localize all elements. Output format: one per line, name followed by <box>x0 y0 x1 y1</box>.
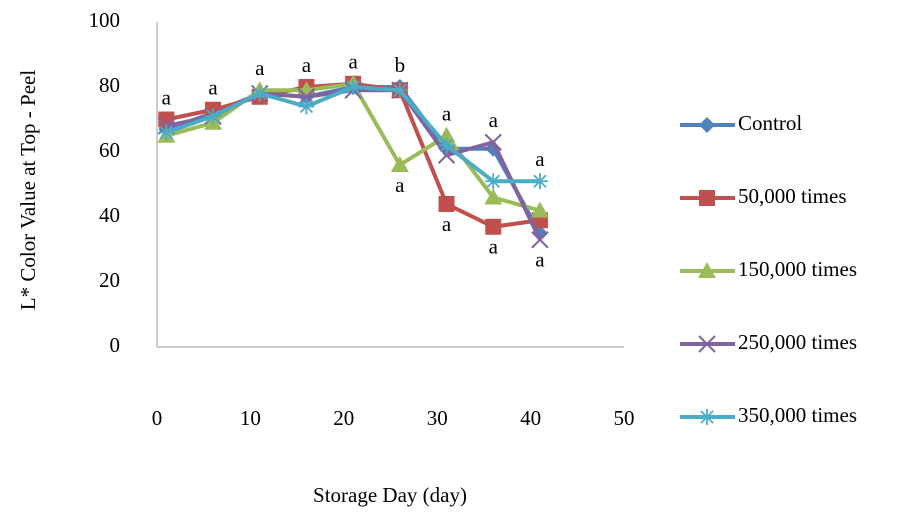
y-tick-label: 80 <box>99 73 120 97</box>
point <box>345 79 361 95</box>
legend-label: Control <box>738 111 802 135</box>
legend-marker <box>699 409 715 425</box>
annotation: a <box>489 108 499 132</box>
x-tick-label: 0 <box>152 406 163 430</box>
point <box>485 173 501 189</box>
x-tick-label: 50 <box>614 406 635 430</box>
y-tick-label: 0 <box>110 333 121 357</box>
annotation: a <box>535 147 545 171</box>
y-tick-label: 20 <box>99 268 120 292</box>
x-axis-title: Storage Day (day) <box>313 483 467 507</box>
point <box>205 108 221 124</box>
x-tick-label: 30 <box>427 406 448 430</box>
series-line <box>166 87 540 181</box>
legend-marker <box>699 190 715 206</box>
annotation: a <box>489 235 499 259</box>
point <box>252 86 268 102</box>
legend-marker <box>699 117 715 133</box>
x-tick-label: 40 <box>520 406 541 430</box>
annotation: a <box>442 212 452 236</box>
point <box>298 99 314 115</box>
y-axis-title: L* Color Value at Top - Peel <box>16 70 40 311</box>
point <box>439 138 455 154</box>
annotation: b <box>395 53 406 77</box>
y-tick-label: 40 <box>99 203 120 227</box>
annotation: a <box>535 248 545 272</box>
x-tick-label: 10 <box>240 406 261 430</box>
legend-label: 350,000 times <box>738 403 857 427</box>
legend-label: 150,000 times <box>738 257 857 281</box>
point <box>158 125 174 141</box>
annotation: a <box>302 53 312 77</box>
chart: L* Color Value at Top - Peel Storage Day… <box>0 0 899 513</box>
point <box>485 219 501 235</box>
annotation: a <box>442 102 452 126</box>
y-tick-label: 100 <box>89 8 121 32</box>
point <box>392 82 408 98</box>
annotation: a <box>348 50 358 74</box>
annotation: a <box>395 173 405 197</box>
annotation: a <box>208 76 218 100</box>
point <box>532 173 548 189</box>
point <box>439 196 455 212</box>
annotation: a <box>255 56 265 80</box>
y-tick-label: 60 <box>99 138 120 162</box>
legend-label: 50,000 times <box>738 184 847 208</box>
x-tick-label: 20 <box>333 406 354 430</box>
legend-label: 250,000 times <box>738 330 857 354</box>
series-line <box>166 84 540 227</box>
annotation: a <box>162 85 172 109</box>
point <box>391 156 409 172</box>
